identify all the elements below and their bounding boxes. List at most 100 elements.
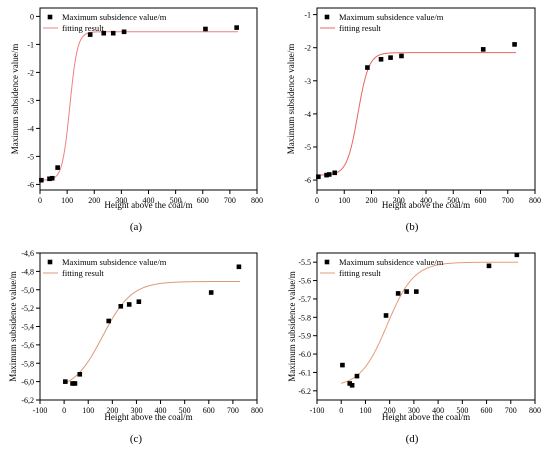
fitting-curve: [316, 52, 516, 176]
plot-frame: [316, 7, 536, 191]
y-tick-label: -5.7: [298, 295, 311, 304]
data-point: [208, 290, 214, 295]
data-point: [395, 291, 401, 296]
panel-label: (a): [130, 221, 143, 233]
data-point: [404, 289, 409, 294]
y-tick-label: -6.2: [298, 387, 311, 396]
x-tick-label: 700: [502, 196, 514, 205]
data-point: [55, 165, 60, 170]
x-tick-label: 500: [170, 196, 182, 205]
x-tick-label: 500: [447, 196, 459, 205]
x-tick-label: 0: [62, 406, 66, 415]
data-point: [101, 30, 107, 36]
data-point: [49, 175, 55, 181]
y-tick-label: -4,6: [21, 249, 34, 258]
data-point: [388, 55, 393, 60]
x-tick-label: 700: [505, 406, 517, 415]
x-tick-label: 300: [130, 406, 142, 415]
data-point: [514, 252, 520, 258]
x-tick-label: 400: [143, 196, 155, 205]
legend-marker: [47, 14, 53, 20]
legend-label-scatter: Maximum subsidence value/m: [339, 257, 444, 267]
panel-d: -100 0 100 200 300 400 500 600 700 800 -5.5 -5.6 -5.…: [287, 252, 541, 445]
data-point: [126, 302, 132, 307]
y-tick-label: -6: [27, 180, 34, 189]
legend-label-scatter: Maximum subsidence value/m: [62, 12, 167, 22]
legend-label-fit: fitting result: [62, 23, 104, 33]
x-tick-label: 600: [203, 406, 215, 415]
data-point: [354, 373, 360, 379]
data-point: [512, 42, 517, 47]
data-point: [77, 371, 83, 377]
x-tick-label: 100: [82, 406, 94, 415]
x-tick-label: 600: [197, 196, 209, 205]
fitting-curve: [341, 261, 519, 384]
data-point: [332, 170, 338, 176]
panel-c: -100 0 100 200 300 400 500 600 700 800 -4,6 -4,8 -5,…: [8, 249, 263, 445]
y-tick-label: -5.8: [298, 313, 311, 322]
panel-label: (d): [406, 433, 419, 445]
x-tick-label: 400: [155, 406, 167, 415]
data-point: [414, 289, 419, 294]
plot-frame: [39, 7, 258, 191]
x-tick-label: 400: [432, 406, 444, 415]
fitting-curve: [63, 280, 241, 385]
data-point: [234, 25, 239, 30]
x-tick-label: 700: [227, 406, 239, 415]
y-tick-label: -4,8: [21, 267, 34, 276]
data-point: [72, 381, 78, 386]
x-tick-label: 400: [420, 196, 432, 205]
x-tick-label: 200: [384, 406, 396, 415]
x-tick-label: 800: [251, 196, 263, 205]
y-tick-label: -6.1: [298, 368, 311, 377]
y-tick-label: -5.6: [298, 277, 311, 286]
data-point: [480, 47, 486, 52]
legend-label-fit: fitting result: [62, 268, 104, 278]
y-tick-label: -5,4: [21, 323, 34, 332]
x-tick-label: 300: [408, 406, 420, 415]
data-point: [399, 53, 404, 59]
y-tick-label: -5,8: [21, 359, 34, 368]
data-point: [316, 174, 321, 180]
y-axis-title: Maximum subsidence value/m: [286, 44, 296, 154]
y-axis-title: Maximum subsidence value/m: [287, 271, 297, 381]
legend-label-scatter: Maximum subsidence value/m: [339, 12, 444, 22]
legend-label-fit: fitting result: [339, 23, 381, 33]
data-point: [236, 264, 242, 270]
y-tick-label: -1: [304, 11, 311, 20]
x-tick-label: 800: [529, 196, 541, 205]
x-tick-label: 500: [456, 406, 468, 415]
x-tick-label: 200: [366, 196, 378, 205]
data-point: [486, 263, 492, 269]
y-tick-label: -2: [27, 68, 34, 77]
data-point: [203, 26, 208, 32]
data-point: [365, 65, 370, 70]
panel-b: 0 100 200 300 400 500 600 700 800 -1 -2 -3 -4 -5 -6 Max…: [286, 7, 541, 233]
y-tick-label: -4: [27, 124, 34, 133]
y-tick-label: 0: [30, 12, 34, 21]
y-tick-label: -2: [304, 44, 311, 53]
data-point: [70, 381, 75, 386]
data-point: [106, 318, 112, 324]
data-point: [87, 32, 93, 37]
y-tick-label: -6: [304, 176, 311, 185]
y-tick-label: -6.0: [298, 350, 311, 359]
y-tick-label: -5.5: [298, 258, 311, 267]
x-axis-title: Height above the coal/m: [104, 412, 192, 422]
data-point: [121, 29, 127, 35]
y-tick-label: -3: [304, 77, 311, 86]
x-tick-label: 100: [338, 196, 350, 205]
x-tick-label: 700: [224, 196, 236, 205]
y-tick-label: -1: [27, 40, 34, 49]
data-point: [349, 383, 355, 388]
x-tick-label: 800: [251, 406, 263, 415]
data-point: [347, 381, 352, 386]
x-axis-title: Height above the coal/m: [382, 200, 470, 210]
legend-label-fit: fitting result: [339, 268, 381, 278]
fitting-curve: [39, 31, 239, 181]
x-tick-label: 0: [339, 406, 343, 415]
data-point: [47, 176, 52, 182]
y-tick-label: -5: [27, 152, 34, 161]
y-axis-title: Maximum subsidence value/m: [8, 271, 18, 381]
